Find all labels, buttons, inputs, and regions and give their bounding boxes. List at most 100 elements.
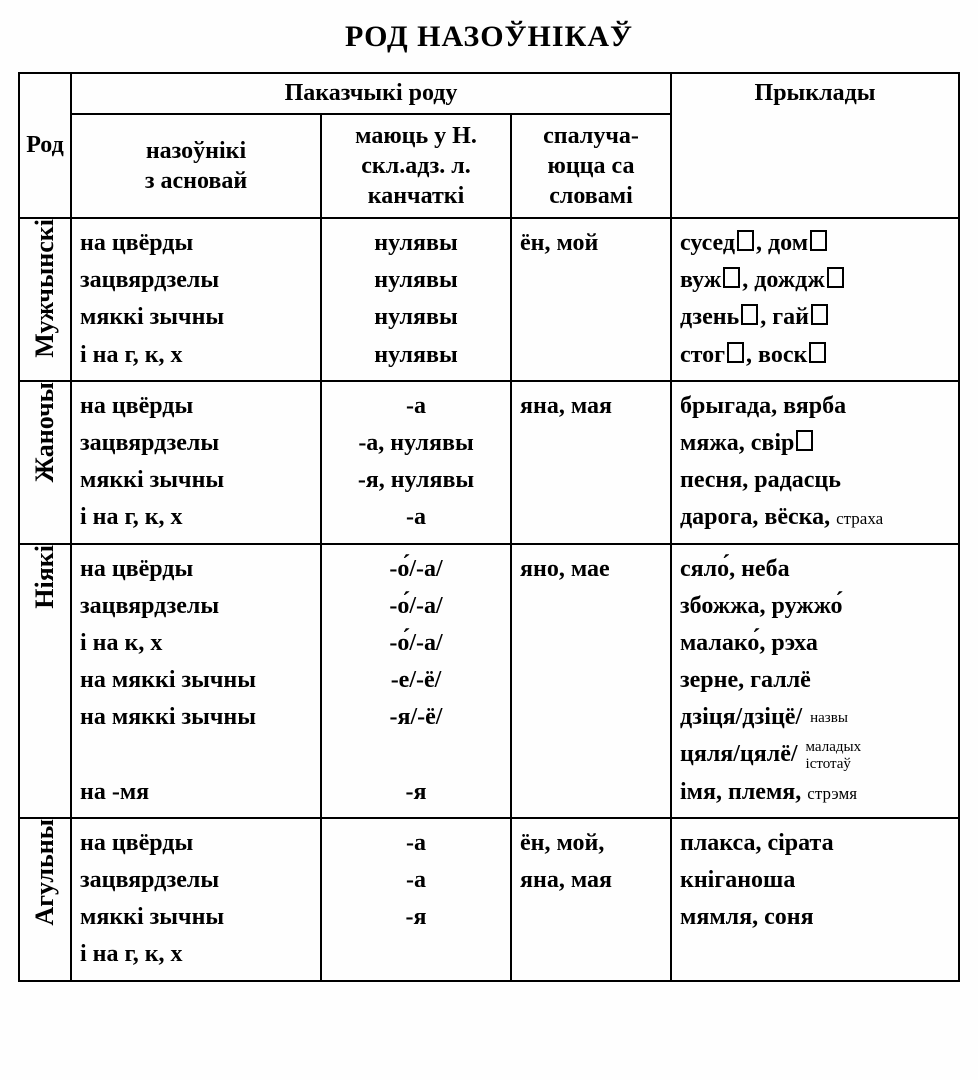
basis-line: на цвёрды: [80, 551, 312, 588]
ending-line: нулявы: [330, 337, 502, 374]
basis-line: на цвёрды: [80, 825, 312, 862]
gender-label: Жаночы: [32, 382, 58, 482]
ending-line: -а: [330, 388, 502, 425]
ending-box-icon: [811, 304, 828, 325]
table-row: Агульны на цвёрдызацвярдзелымяккі зычныі …: [19, 818, 959, 981]
ending-line: [330, 936, 502, 973]
grammar-body: Мужчынскіна цвёрдызацвярдзелымяккі зычны…: [19, 218, 959, 981]
example-small: стрэмя: [807, 784, 857, 803]
ending-line: -я: [330, 899, 502, 936]
example-line: збожжа, ружжо́: [680, 588, 950, 625]
example-text: зерне, галлё: [680, 667, 811, 693]
example-line: зерне, галлё: [680, 662, 950, 699]
ending-box-icon: [827, 267, 844, 288]
example-small: страха: [836, 509, 883, 528]
col-header-basis: назоўнікіз асновай: [71, 114, 321, 218]
basis-line: мяккі зычны: [80, 899, 312, 936]
header-row-1: Род Паказчыкі роду Прыклады: [19, 73, 959, 114]
grammar-table: Род Паказчыкі роду Прыклады назоўнікіз а…: [18, 72, 960, 982]
col-header-group: Паказчыкі роду: [71, 73, 671, 114]
example-line: дзень, гай: [680, 299, 950, 336]
example-text: , воск: [746, 342, 807, 368]
example-text: сяло́, неба: [680, 556, 790, 582]
pronouns-cell: яно, мае: [511, 544, 671, 818]
ending-box-icon: [723, 267, 740, 288]
gender-label-cell: Мужчынскі: [19, 218, 71, 381]
examples-cell: брыгада, вярба мяжа, свір песня, радасць да…: [671, 381, 959, 544]
basis-line: мяккі зычны: [80, 299, 312, 336]
pronouns-cell: ён, мой,яна, мая: [511, 818, 671, 981]
example-text: імя, племя,: [680, 779, 807, 805]
example-sidenote: назвы: [810, 710, 848, 727]
example-line: сяло́, неба: [680, 551, 950, 588]
gender-label-cell: Ніякі: [19, 544, 71, 818]
endings-cell: -о́/-а/-о́/-а/-о́/-а/-е/-ё/-я/-ё/ -я: [321, 544, 511, 818]
ending-box-icon: [737, 230, 754, 251]
basis-line: на цвёрды: [80, 225, 312, 262]
example-text: песня, радасць: [680, 467, 841, 493]
ending-line: нулявы: [330, 225, 502, 262]
gender-label: Агульны: [32, 819, 58, 926]
ending-line: -я/-ё/: [330, 699, 502, 736]
example-text: плакса, сірата: [680, 830, 834, 856]
example-line: песня, радасць: [680, 462, 950, 499]
example-line: малако́, рэха: [680, 625, 950, 662]
example-line: сусед, дом: [680, 225, 950, 262]
example-text: мяжа, свір: [680, 430, 794, 456]
basis-line: зацвярдзелы: [80, 588, 312, 625]
table-row: Мужчынскіна цвёрдызацвярдзелымяккі зычны…: [19, 218, 959, 381]
basis-line: і на г, к, х: [80, 337, 312, 374]
basis-line: і на к, х: [80, 625, 312, 662]
example-line: кніганоша: [680, 862, 950, 899]
ending-line: нулявы: [330, 262, 502, 299]
examples-cell: сяло́, неба збожжа, ружжо́ малако́, рэха зе…: [671, 544, 959, 818]
col-header-endings: маюць у Н.скл.адз. л.канчаткі: [321, 114, 511, 218]
basis-cell: на цвёрдызацвярдзелыі на к, хна мяккі зы…: [71, 544, 321, 818]
ending-line: [330, 736, 502, 773]
endings-cell: нулявынулявынулявынулявы: [321, 218, 511, 381]
example-line: брыгада, вярба: [680, 388, 950, 425]
page: РОД НАЗОЎНІКАЎ Род Паказчыкі роду Прыкла…: [0, 0, 978, 1080]
example-line: стог, воск: [680, 337, 950, 374]
pronouns-cell: яна, мая: [511, 381, 671, 544]
example-line: імя, племя, стрэмя: [680, 774, 950, 811]
gender-label-cell: Агульны: [19, 818, 71, 981]
ending-line: -я, нулявы: [330, 462, 502, 499]
basis-line: зацвярдзелы: [80, 425, 312, 462]
col-header-rod: Род: [19, 73, 71, 218]
basis-line: на цвёрды: [80, 388, 312, 425]
basis-cell: на цвёрдызацвярдзелымяккі зычныі на г, к…: [71, 818, 321, 981]
table-row: Ніякіна цвёрдызацвярдзелыі на к, хна мяк…: [19, 544, 959, 818]
example-line: мяжа, свір: [680, 425, 950, 462]
basis-line: зацвярдзелы: [80, 862, 312, 899]
basis-cell: на цвёрдызацвярдзелымяккі зычныі на г, к…: [71, 218, 321, 381]
example-line: мямля, соня: [680, 899, 950, 936]
pronouns-cell: ён, мой: [511, 218, 671, 381]
ending-line: -о́/-а/: [330, 551, 502, 588]
ending-line: -а: [330, 499, 502, 536]
ending-line: -е/-ё/: [330, 662, 502, 699]
example-line: [680, 936, 950, 973]
example-text: вуж: [680, 267, 721, 293]
example-text: малако́, рэха: [680, 630, 818, 656]
examples-cell: сусед, домвуж, дождждзень, гайстог, воск: [671, 218, 959, 381]
col-header-pronouns: спалуча-юцца сасловамі: [511, 114, 671, 218]
ending-line: -а: [330, 862, 502, 899]
example-line: вуж, дождж: [680, 262, 950, 299]
basis-line: на мяккі зычны: [80, 662, 312, 699]
example-text: дарога, вёска,: [680, 504, 836, 530]
ending-line: -я: [330, 774, 502, 811]
basis-line: зацвярдзелы: [80, 262, 312, 299]
ending-box-icon: [809, 342, 826, 363]
col-header-pronouns-text: спалуча-юцца сасловамі: [520, 121, 662, 211]
example-line: плакса, сірата: [680, 825, 950, 862]
ending-box-icon: [727, 342, 744, 363]
ending-line: нулявы: [330, 299, 502, 336]
basis-line: на -мя: [80, 774, 312, 811]
example-text: мямля, соня: [680, 904, 814, 930]
ending-box-icon: [796, 430, 813, 451]
col-header-basis-text: назоўнікіз асновай: [80, 136, 312, 196]
example-text: збожжа, ружжо́: [680, 593, 842, 619]
example-sidenote: маладыхістотаў: [806, 739, 862, 772]
example-text: цяля/цялё/: [680, 741, 804, 767]
